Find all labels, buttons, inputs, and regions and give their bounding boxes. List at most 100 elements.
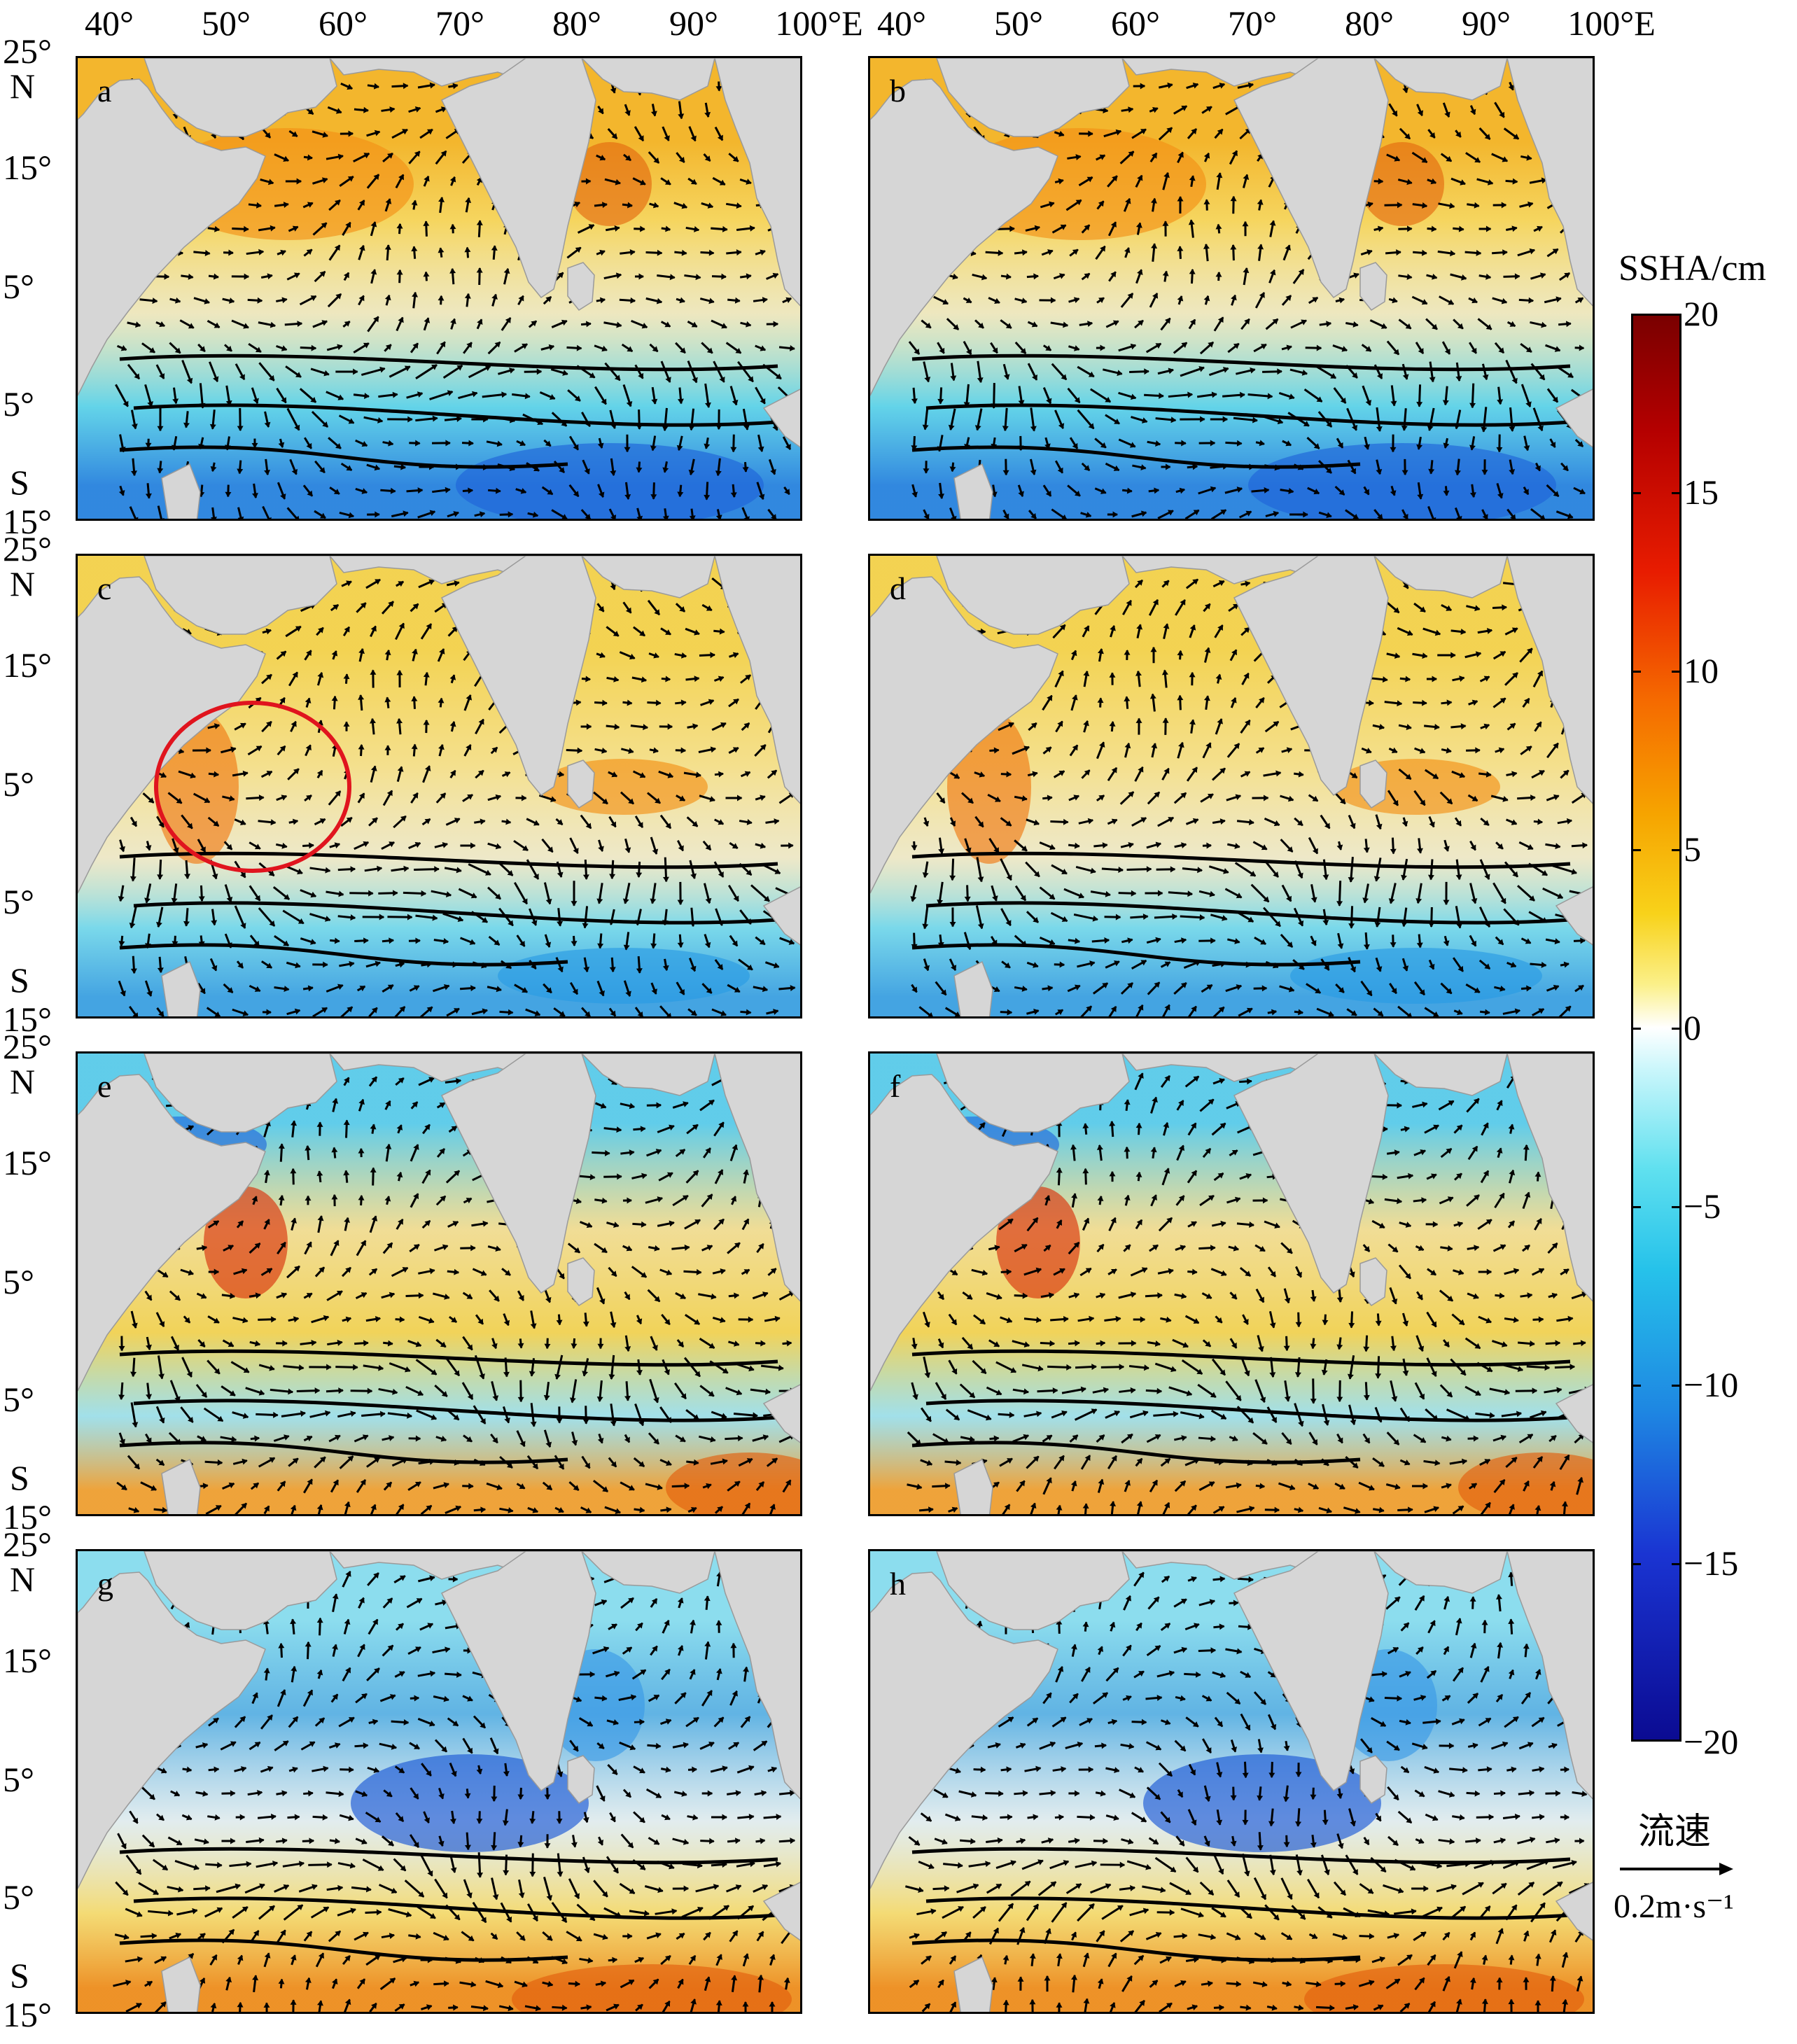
velocity-arrowhead — [1219, 767, 1226, 774]
velocity-arrowhead — [978, 821, 984, 828]
velocity-arrowhead — [255, 697, 262, 704]
velocity-arrowhead — [1115, 129, 1122, 136]
velocity-arrowhead — [1191, 766, 1198, 774]
velocity-arrowhead — [298, 1364, 305, 1371]
velocity-arrowhead — [338, 1387, 344, 1394]
velocity-arrowhead — [1112, 320, 1119, 326]
velocity-arrowhead — [753, 1412, 758, 1419]
velocity-arrowhead — [1460, 628, 1467, 635]
velocity-arrowhead — [242, 1458, 248, 1465]
velocity-arrowhead — [295, 372, 302, 378]
velocity-arrowhead — [708, 1390, 715, 1397]
velocity-arrowhead — [641, 1172, 648, 1180]
velocity-arrowhead — [1394, 652, 1401, 659]
velocity-arrowhead — [1351, 772, 1358, 778]
velocity-arrowhead — [718, 676, 725, 682]
land-mass — [161, 463, 201, 519]
velocity-arrowhead — [1565, 321, 1572, 328]
velocity-arrowhead — [253, 398, 259, 405]
x-tick-label: 80° — [552, 4, 601, 43]
velocity-arrowhead — [664, 1319, 671, 1325]
velocity-arrowhead — [719, 628, 725, 635]
velocity-arrowhead — [1084, 273, 1091, 279]
velocity-arrowhead — [1245, 720, 1250, 726]
velocity-arrowhead — [530, 1421, 537, 1427]
velocity-arrowhead — [1378, 723, 1385, 730]
velocity-arrowhead — [762, 1434, 769, 1441]
land-mass — [440, 58, 596, 299]
velocity-arrowhead — [281, 345, 288, 351]
velocity-arrowhead — [718, 1219, 725, 1225]
velocity-arrowhead — [1098, 794, 1105, 801]
velocity-arrowhead — [790, 985, 796, 992]
velocity-arrowhead — [1189, 268, 1196, 274]
velocity-arrowhead — [1471, 699, 1478, 706]
velocity-arrowhead — [940, 989, 946, 996]
velocity-arrowhead — [292, 818, 299, 825]
velocity-arrowhead — [501, 391, 508, 398]
velocity-arrowhead — [1471, 940, 1476, 947]
velocity-arrowhead — [949, 820, 956, 827]
velocity-arrowhead — [1047, 694, 1053, 701]
velocity-arrowhead — [1416, 402, 1423, 407]
velocity-arrowhead — [1030, 426, 1037, 432]
velocity-arrowhead — [337, 153, 344, 160]
velocity-arrowhead — [950, 375, 957, 382]
velocity-arrowhead — [1049, 201, 1055, 208]
velocity-arrowhead — [1045, 490, 1051, 497]
current-jet — [119, 851, 778, 869]
velocity-arrowhead — [706, 605, 713, 611]
velocity-arrowhead — [496, 986, 502, 993]
velocity-arrowhead — [1112, 511, 1119, 518]
velocity-arrowhead — [322, 421, 328, 428]
velocity-arrowhead — [1163, 580, 1170, 587]
velocity-arrowhead — [629, 1485, 635, 1491]
velocity-arrowhead — [1553, 491, 1560, 497]
velocity-arrowhead — [1541, 321, 1547, 328]
velocity-arrowhead — [344, 321, 351, 327]
velocity-arrowhead — [1365, 400, 1372, 406]
velocity-arrowhead — [694, 629, 700, 636]
velocity-arrowhead — [385, 1143, 392, 1149]
velocity-arrowhead — [519, 1441, 526, 1448]
velocity-arrowhead — [1018, 400, 1025, 406]
velocity-arrowhead — [680, 652, 687, 659]
velocity-arrowhead — [310, 397, 316, 403]
velocity-arrowhead — [213, 376, 219, 383]
velocity-arrowhead — [373, 316, 379, 323]
velocity-arrowhead — [1178, 741, 1184, 748]
velocity-arrowhead — [1087, 818, 1094, 825]
land-mass — [580, 58, 715, 101]
velocity-arrowhead — [347, 83, 354, 90]
velocity-arrowhead — [533, 465, 540, 472]
land-mass — [870, 576, 1058, 894]
y-tick-label: 15° — [3, 645, 52, 685]
velocity-arrowhead — [134, 373, 140, 379]
velocity-arrowhead — [1450, 652, 1456, 659]
velocity-arrowhead — [720, 1268, 726, 1275]
velocity-arrowhead — [654, 1296, 661, 1302]
velocity-arrowhead — [273, 1411, 279, 1418]
land-mass — [161, 1458, 201, 1514]
velocity-arrowhead — [323, 961, 328, 968]
velocity-arrowhead — [424, 765, 431, 771]
velocity-arrowhead — [440, 106, 447, 113]
land-mass — [78, 78, 266, 396]
map-panel-b: b — [868, 56, 1595, 521]
velocity-arrowhead — [721, 323, 727, 329]
velocity-arrowhead — [665, 377, 671, 383]
velocity-arrowhead — [1084, 465, 1090, 471]
velocity-arrowhead — [332, 1098, 339, 1104]
velocity-arrowhead — [1209, 890, 1215, 897]
velocity-arrowhead — [653, 158, 659, 164]
velocity-arrowhead — [1502, 604, 1507, 611]
velocity-arrowhead — [643, 724, 649, 731]
velocity-arrowhead — [1513, 134, 1520, 140]
velocity-arrowhead — [412, 1101, 418, 1108]
velocity-arrowhead — [517, 1396, 524, 1403]
velocity-arrowhead — [1138, 1004, 1144, 1011]
velocity-arrowhead — [1110, 625, 1116, 631]
velocity-arrowhead — [398, 1219, 403, 1225]
velocity-arrowhead — [186, 377, 193, 384]
velocity-arrowhead — [559, 1011, 566, 1016]
